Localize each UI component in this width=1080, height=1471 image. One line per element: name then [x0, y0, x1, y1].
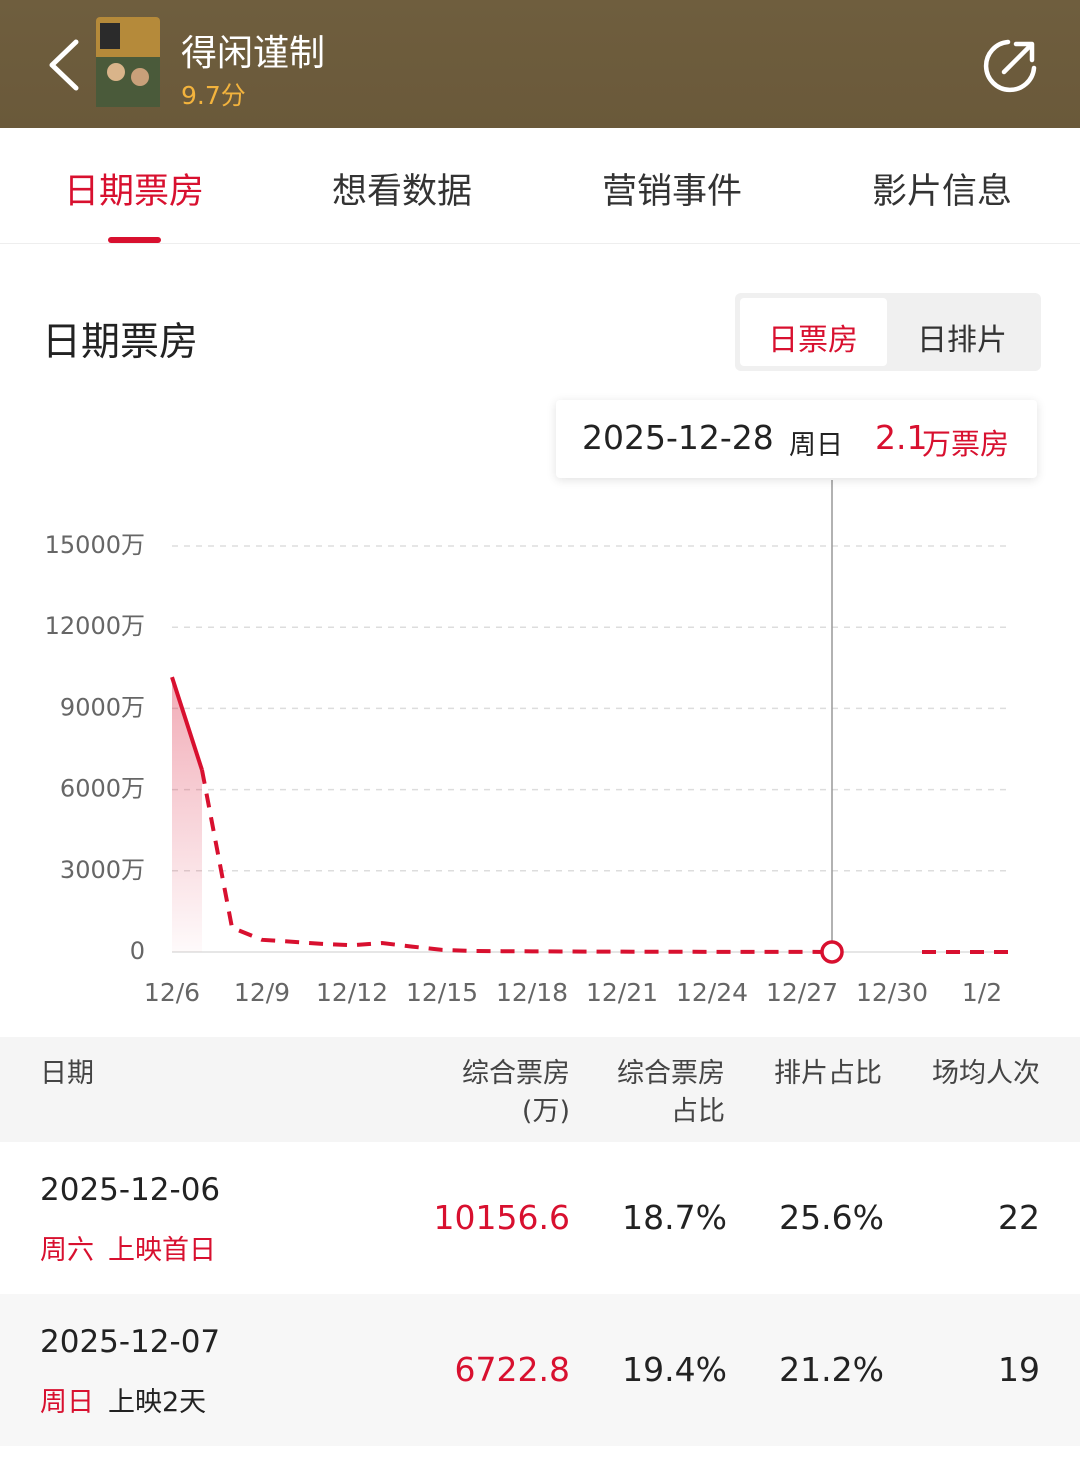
y-tick-label: 15000万	[45, 531, 145, 559]
tooltip: 2025-12-28 周日 2.1 万票房	[556, 400, 1037, 478]
tooltip-date: 2025-12-28	[582, 418, 774, 457]
x-tick-label: 12/27	[766, 978, 838, 1007]
tooltip-value: 2.1	[875, 418, 928, 457]
toggle-option[interactable]: 日排片	[917, 323, 1007, 358]
box-office-share: 18.7%	[622, 1198, 727, 1237]
row-note: 上映首日	[108, 1235, 216, 1266]
box-office: 10156.6	[433, 1198, 570, 1237]
divider	[0, 243, 1080, 244]
tab[interactable]: 日期票房	[64, 172, 205, 212]
line-solid	[170, 676, 204, 771]
table-header: 日期 综合票房 (万) 综合票房占比 排片占比 场均人次	[0, 1037, 1080, 1142]
header-line: 占比	[671, 1096, 725, 1127]
section-title: 日期票房	[42, 320, 199, 365]
column-header: 排片占比	[774, 1055, 882, 1093]
row-weekday: 周日	[40, 1387, 94, 1418]
schedule-share: 25.6%	[779, 1198, 884, 1237]
y-tick-label: 0	[130, 937, 145, 965]
x-tick-label: 1/2	[962, 978, 1002, 1007]
movie-rating: 9.7分	[181, 81, 246, 110]
schedule-share: 21.2%	[779, 1350, 884, 1389]
tab[interactable]: 营销事件	[602, 172, 743, 212]
y-tick-label: 3000万	[60, 856, 145, 884]
x-tick-label: 12/12	[316, 978, 388, 1007]
line-dashed	[200, 769, 833, 954]
x-tick-label: 12/21	[586, 978, 658, 1007]
header-line: 场均人次	[932, 1058, 1040, 1089]
column-header: 场均人次	[932, 1055, 1040, 1093]
column-header: 综合票房占比	[617, 1055, 725, 1131]
back-button[interactable]	[44, 38, 84, 92]
toggle-option[interactable]: 日票房	[768, 323, 858, 358]
x-tick-label: 12/18	[496, 978, 568, 1007]
x-tick-label: 12/9	[234, 978, 290, 1007]
y-tick-label: 12000万	[45, 612, 145, 640]
box-office: 6722.8	[454, 1350, 570, 1389]
header-bar: 得闲谨制 9.7分	[0, 0, 1080, 128]
toggle-active-bg	[740, 298, 887, 366]
avg-attendance: 19	[998, 1350, 1040, 1389]
x-tick-label: 12/6	[144, 978, 200, 1007]
x-tick-label: 12/15	[406, 978, 478, 1007]
y-tick-label: 9000万	[60, 693, 145, 721]
column-header: 日期	[40, 1055, 94, 1093]
header-line: 综合票房	[462, 1058, 570, 1089]
avg-attendance: 22	[998, 1198, 1040, 1237]
poster	[96, 17, 160, 107]
row-date: 2025-12-06	[40, 1172, 221, 1208]
y-tick-label: 6000万	[60, 775, 145, 803]
chart: 0 3000万 6000万 9000万 12000万 15000万 12/6 12/9 12/1…	[45, 480, 1012, 1007]
movie-title: 得闲谨制	[181, 33, 326, 74]
row-note: 上映2天	[108, 1387, 207, 1418]
x-tick-label: 12/24	[676, 978, 748, 1007]
header-line: 日期	[40, 1058, 94, 1089]
tooltip-unit: 万票房	[922, 427, 1010, 461]
x-tick-label: 12/30	[856, 978, 928, 1007]
table-row[interactable]: 2025-12-06 周六 上映首日 10156.6 18.7% 25.6% 2…	[0, 1142, 1080, 1294]
tooltip-weekday: 周日	[789, 430, 843, 461]
header-line: 排片占比	[774, 1058, 882, 1089]
area	[172, 677, 202, 952]
header-line: (万)	[521, 1096, 570, 1127]
tab-indicator	[108, 237, 161, 243]
column-header: 综合票房 (万)	[462, 1055, 570, 1131]
share-button[interactable]	[980, 36, 1040, 96]
header-line: 综合票房	[617, 1058, 725, 1089]
row-date: 2025-12-07	[40, 1324, 221, 1360]
table-row[interactable]: 2025-12-07 周日 上映2天 6722.8 19.4% 21.2% 19	[0, 1294, 1080, 1446]
highlight-point	[820, 940, 844, 964]
box-office-share: 19.4%	[622, 1350, 727, 1389]
row-weekday: 周六	[40, 1235, 94, 1266]
tab[interactable]: 影片信息	[872, 172, 1013, 212]
tab[interactable]: 想看数据	[332, 172, 473, 212]
